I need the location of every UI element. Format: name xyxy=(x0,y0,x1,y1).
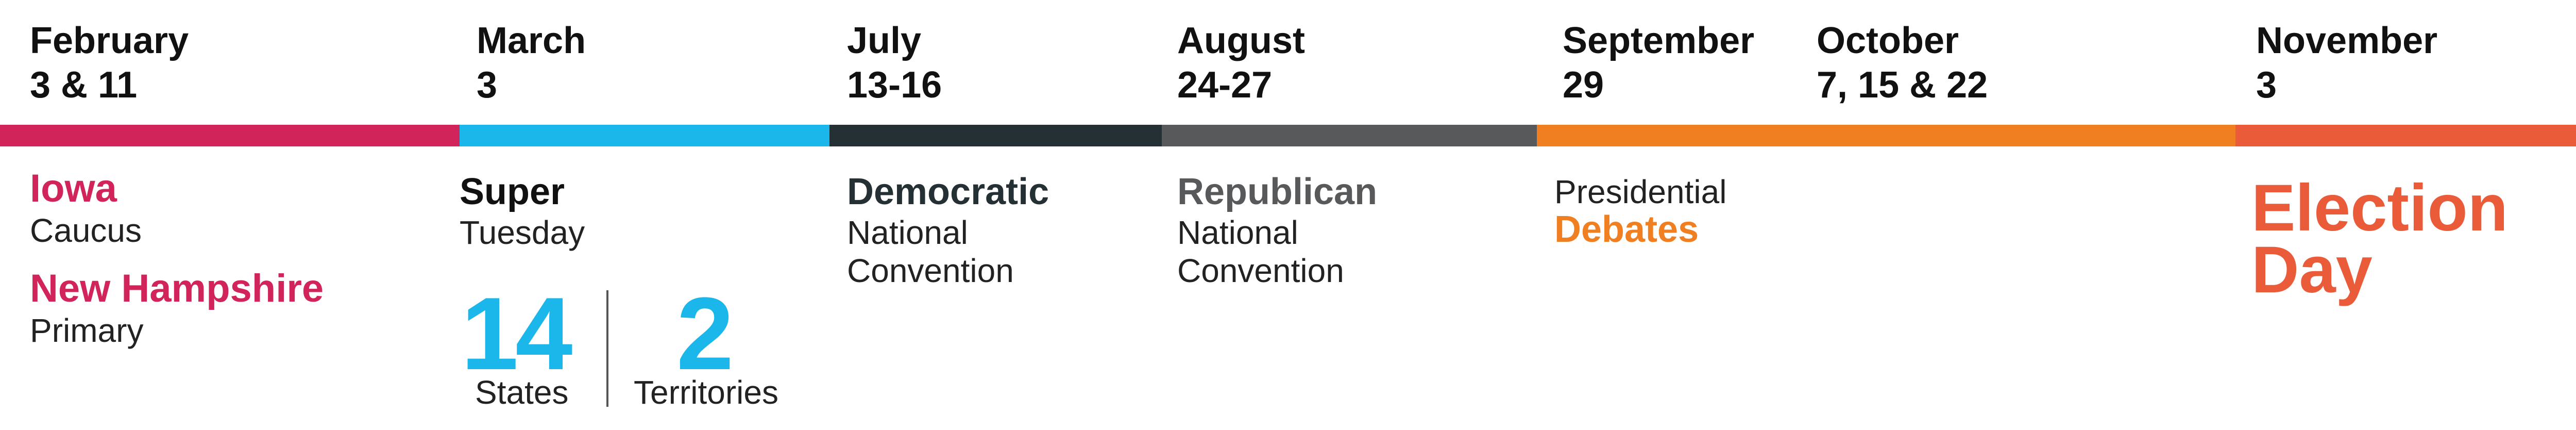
event-line3: Convention xyxy=(1177,252,1344,289)
event-title: Democratic xyxy=(847,171,1049,212)
event-title: Super xyxy=(460,171,565,212)
date-october: October 7, 15 & 22 xyxy=(1817,19,1988,107)
timeline-segment-september xyxy=(1537,125,1794,146)
date-march: March 3 xyxy=(477,19,586,107)
event-presidential-debates: Presidential Debates xyxy=(1554,173,1726,249)
month-label: October xyxy=(1817,20,1959,61)
event-new-hampshire-primary: New Hampshire Primary xyxy=(30,266,324,350)
timeline-segment-march xyxy=(460,125,829,146)
event-iowa-caucus: Iowa Caucus xyxy=(30,166,142,250)
states-label: States xyxy=(475,374,569,411)
date-february: February 3 & 11 xyxy=(30,19,189,107)
event-title: Iowa xyxy=(30,167,117,210)
event-title: Debates xyxy=(1554,209,1699,250)
event-democratic-national-convention: Democratic National Convention xyxy=(847,170,1049,290)
event-subtitle: Primary xyxy=(30,312,144,349)
date-august: August 24-27 xyxy=(1177,19,1305,107)
event-title: Republican xyxy=(1177,171,1378,212)
day-label: 3 xyxy=(2256,64,2277,106)
event-subtitle: Tuesday xyxy=(460,214,585,251)
day-label: 7, 15 & 22 xyxy=(1817,64,1988,106)
date-july: July 13-16 xyxy=(847,19,942,107)
day-label: 3 & 11 xyxy=(30,64,138,106)
states-count: 14 xyxy=(461,276,572,391)
month-label: February xyxy=(30,20,189,61)
event-line3: Convention xyxy=(847,252,1014,289)
day-label: 3 xyxy=(477,64,498,106)
month-label: March xyxy=(477,20,586,61)
timeline-segment-august xyxy=(1162,125,1537,146)
territories-count: 2 xyxy=(676,276,734,391)
month-label: July xyxy=(847,20,922,61)
event-line2: National xyxy=(847,214,968,251)
month-label: September xyxy=(1563,20,1755,61)
day-label: 13-16 xyxy=(847,64,942,106)
event-republican-national-convention: Republican National Convention xyxy=(1177,170,1377,290)
event-line1: Presidential xyxy=(1554,173,1727,210)
month-label: November xyxy=(2256,20,2438,61)
stat-divider xyxy=(606,290,608,407)
event-election-day: Election Day xyxy=(2251,171,2508,307)
month-label: August xyxy=(1177,20,1305,61)
day-label: 29 xyxy=(1563,64,1604,106)
election-line1: Election xyxy=(2251,171,2508,245)
timeline-segment-november xyxy=(2235,125,2576,146)
timeline-segment-february xyxy=(0,125,460,146)
territories-label: Territories xyxy=(634,374,778,411)
event-line2: National xyxy=(1177,214,1298,251)
date-november: November 3 xyxy=(2256,19,2437,107)
date-september: September 29 xyxy=(1563,19,1754,107)
timeline-segment-october xyxy=(1794,125,2235,146)
election-line2: Day xyxy=(2251,233,2372,307)
day-label: 24-27 xyxy=(1177,64,1273,106)
timeline-segment-july xyxy=(829,125,1162,146)
event-super-tuesday: Super Tuesday xyxy=(460,170,585,252)
event-title: New Hampshire xyxy=(30,267,324,310)
event-subtitle: Caucus xyxy=(30,212,142,249)
